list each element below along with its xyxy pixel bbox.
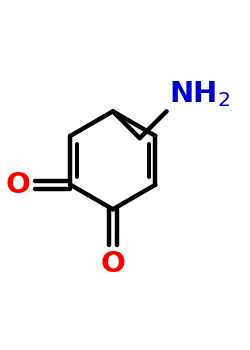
Text: NH$_2$: NH$_2$: [169, 79, 230, 109]
Text: O: O: [100, 250, 125, 278]
Text: O: O: [5, 171, 30, 199]
